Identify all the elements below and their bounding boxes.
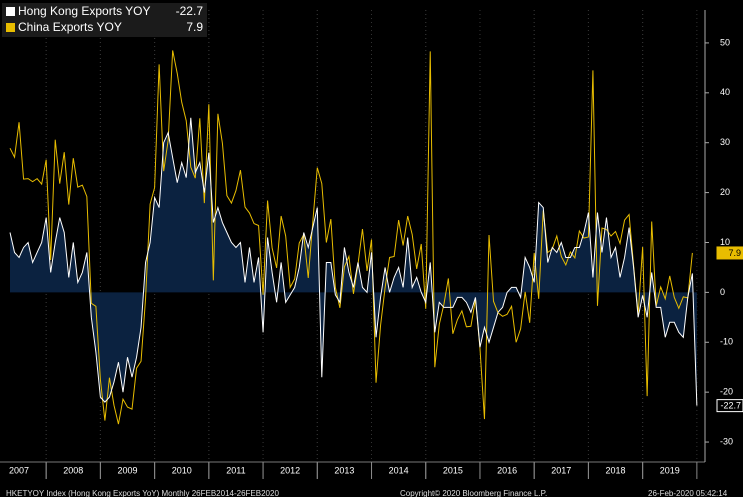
x-tick-label: 2013 bbox=[334, 465, 354, 475]
x-tick-label: 2014 bbox=[389, 465, 409, 475]
last-value-tag bbox=[716, 399, 743, 413]
legend-value: 7.9 bbox=[186, 20, 203, 34]
x-tick-label: 2015 bbox=[443, 465, 463, 475]
x-tick-label: 2016 bbox=[497, 465, 517, 475]
last-value-tag-label: -22.7 bbox=[720, 400, 741, 410]
legend-value: -22.7 bbox=[176, 4, 204, 18]
series-area bbox=[10, 117, 697, 406]
x-tick-label: 2011 bbox=[226, 465, 245, 475]
legend-swatch bbox=[6, 23, 15, 32]
y-tick-label: 0 bbox=[720, 287, 725, 297]
legend-box bbox=[2, 3, 207, 37]
legend-label: Hong Kong Exports YOY bbox=[18, 4, 151, 18]
x-tick-label: 2012 bbox=[280, 465, 300, 475]
legend: Hong Kong Exports YOY -22.7 China Exports … bbox=[2, 3, 207, 37]
footer-text: Copyright© 2020 Bloomberg Finance L.P. bbox=[400, 489, 547, 497]
x-tick-label: 2007 bbox=[9, 465, 29, 475]
x-axis-strip bbox=[0, 462, 705, 479]
y-tick-label: 10 bbox=[720, 237, 730, 247]
y-tick-label: -30 bbox=[720, 436, 733, 446]
x-tick-label: 2009 bbox=[117, 465, 137, 475]
series-line bbox=[9, 50, 693, 425]
footer-text: 26-Feb-2020 05:42:14 bbox=[648, 489, 728, 497]
y-tick-label: 50 bbox=[720, 37, 730, 47]
legend-swatch bbox=[6, 7, 15, 16]
last-value-tag bbox=[716, 246, 743, 260]
series-line bbox=[9, 117, 698, 406]
y-tick-label: 20 bbox=[720, 187, 730, 197]
x-tick-label: 2018 bbox=[606, 465, 626, 475]
x-tick-label: 2008 bbox=[63, 465, 83, 475]
y-tick-label: 40 bbox=[720, 87, 730, 97]
y-tick-label: -10 bbox=[720, 337, 733, 347]
legend-label: China Exports YOY bbox=[18, 20, 122, 34]
x-tick-label: 2010 bbox=[172, 465, 192, 475]
last-value-tag-label: 7.9 bbox=[728, 248, 741, 258]
x-tick-label: 2019 bbox=[660, 465, 680, 475]
x-tick-label: 2017 bbox=[551, 465, 571, 475]
y-tick-label: -20 bbox=[720, 387, 733, 397]
footer-text: HKETYOY Index (Hong Kong Exports YoY) Mo… bbox=[6, 489, 279, 497]
y-tick-label: 30 bbox=[720, 137, 730, 147]
